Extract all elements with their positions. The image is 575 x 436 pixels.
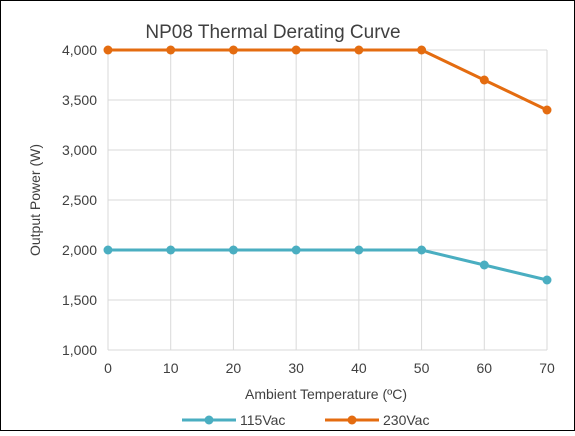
data-point-115vac — [542, 275, 552, 285]
x-tick-label: 40 — [351, 360, 367, 376]
legend-swatch-marker — [204, 415, 214, 425]
y-tick-label: 3,000 — [62, 142, 97, 158]
y-tick-label: 2,000 — [62, 242, 97, 258]
legend-label: 230Vac — [383, 412, 429, 428]
data-point-115vac — [166, 245, 176, 255]
data-point-115vac — [228, 245, 238, 255]
data-point-230vac — [479, 75, 489, 85]
x-tick-label: 30 — [288, 360, 304, 376]
series-line-115vac — [106, 248, 549, 282]
data-point-230vac — [354, 45, 364, 55]
legend-item-115vac: 115Vac — [182, 412, 285, 428]
x-tick-label: 60 — [476, 360, 492, 376]
legend: 115Vac 230Vac — [182, 412, 429, 428]
data-point-115vac — [479, 260, 489, 270]
legend-label: 115Vac — [240, 412, 285, 428]
x-tick-label: 10 — [163, 360, 179, 376]
data-point-230vac — [166, 45, 176, 55]
data-point-115vac — [103, 245, 113, 255]
data-point-115vac — [417, 245, 427, 255]
grid-lines — [107, 49, 548, 351]
y-tick-label: 2,500 — [62, 192, 97, 208]
series-points — [103, 45, 552, 285]
chart-title: NP08 Thermal Derating Curve — [145, 22, 400, 43]
x-tick-label: 0 — [104, 360, 112, 376]
x-axis-tick-labels: 0 10 20 30 40 50 60 70 — [104, 360, 555, 376]
y-tick-label: 3,500 — [62, 92, 97, 108]
y-tick-label: 4,000 — [62, 42, 97, 58]
data-point-230vac — [291, 45, 301, 55]
x-tick-label: 70 — [539, 360, 555, 376]
y-tick-label: 1,000 — [62, 342, 97, 358]
x-axis-label: Ambient Temperature (ºC) — [245, 386, 407, 402]
data-point-230vac — [103, 45, 113, 55]
legend-item-230vac: 230Vac — [325, 412, 429, 428]
x-tick-label: 50 — [414, 360, 430, 376]
data-point-230vac — [417, 45, 427, 55]
series-line-230vac — [106, 48, 549, 112]
data-point-230vac — [228, 45, 238, 55]
data-point-230vac — [542, 105, 552, 115]
legend-swatch-marker — [347, 415, 357, 425]
data-point-115vac — [354, 245, 364, 255]
y-tick-label: 1,500 — [62, 292, 97, 308]
x-tick-label: 20 — [226, 360, 242, 376]
y-axis-tick-labels: 1,000 1,500 2,000 2,500 3,000 3,500 4,000 — [62, 42, 97, 358]
series-lines — [106, 48, 549, 282]
data-point-115vac — [291, 245, 301, 255]
y-axis-label: Output Power (W) — [27, 144, 43, 256]
